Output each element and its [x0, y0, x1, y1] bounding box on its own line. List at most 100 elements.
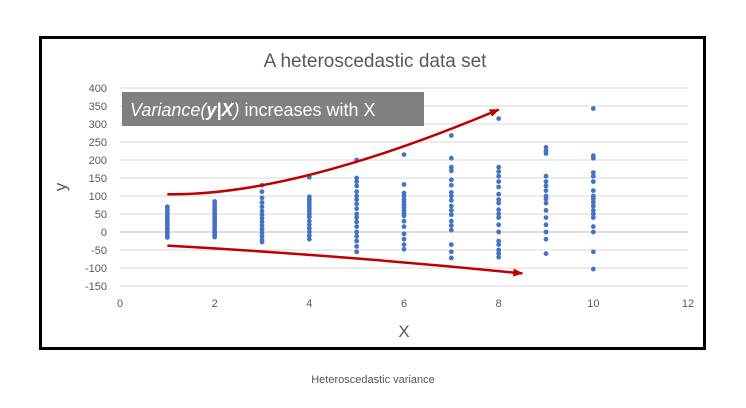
- data-point: [448, 212, 454, 218]
- data-point: [448, 193, 454, 199]
- data-point: [496, 215, 502, 221]
- data-point: [448, 155, 454, 161]
- y-tick-label: 150: [89, 173, 107, 185]
- data-point: [496, 238, 502, 244]
- envelope-arrow: [167, 108, 500, 196]
- annotation-variable: y|X: [205, 100, 234, 120]
- data-point: [259, 219, 265, 225]
- data-point: [306, 222, 312, 228]
- data-point: [496, 211, 502, 217]
- data-point: [259, 233, 265, 239]
- data-point: [543, 145, 549, 150]
- data-point: [543, 251, 549, 256]
- data-point: [496, 247, 502, 253]
- data-point: [496, 242, 502, 248]
- chart-title: A heteroscedastic data set: [264, 51, 488, 72]
- data-point: [259, 189, 265, 195]
- data-point: [448, 182, 454, 188]
- data-point: [496, 191, 502, 197]
- data-point: [354, 193, 360, 199]
- data-point: [543, 200, 549, 206]
- x-tick-label: 8: [496, 298, 502, 310]
- data-points: [164, 106, 596, 272]
- data-point: [164, 235, 170, 240]
- data-point: [590, 249, 596, 255]
- data-point: [354, 249, 360, 255]
- annotation-italic-suffix: ): [231, 100, 239, 120]
- data-point: [496, 173, 502, 179]
- data-point: [448, 177, 454, 183]
- data-point: [401, 182, 407, 187]
- data-point: [401, 246, 407, 252]
- data-point: [354, 175, 360, 181]
- data-point: [259, 208, 265, 214]
- data-point: [354, 211, 360, 217]
- x-axis-title: X: [398, 322, 409, 341]
- data-point: [259, 226, 265, 232]
- data-point: [590, 215, 596, 221]
- x-tick-label: 0: [117, 298, 123, 310]
- data-point: [543, 208, 549, 213]
- data-point: [590, 203, 596, 209]
- data-point: [354, 201, 360, 207]
- data-point: [354, 189, 360, 195]
- data-point: [448, 168, 454, 174]
- data-point: [590, 106, 596, 111]
- data-point: [590, 173, 596, 179]
- envelope-arrow: [167, 244, 524, 277]
- x-tick-labels: 0 2 4 6 8 10 12: [117, 298, 694, 310]
- data-point: [543, 222, 549, 228]
- annotation-italic-prefix: Variance(: [130, 100, 208, 120]
- y-tick-label: -150: [85, 281, 107, 293]
- data-point: [259, 239, 265, 245]
- data-point: [259, 204, 265, 210]
- data-point: [590, 229, 596, 235]
- data-point: [543, 151, 549, 156]
- data-point: [354, 179, 360, 185]
- data-point: [401, 218, 407, 224]
- data-point: [259, 195, 265, 201]
- data-point: [448, 242, 454, 248]
- data-point: [448, 197, 454, 203]
- data-point: [496, 254, 502, 260]
- data-point: [496, 179, 502, 185]
- data-point: [259, 200, 265, 205]
- variance-annotation: Variance(y|X) increases with X: [122, 92, 424, 126]
- data-point: [590, 266, 596, 272]
- data-point: [543, 196, 549, 202]
- data-point: [306, 218, 312, 224]
- y-tick-label: 100: [89, 191, 107, 203]
- data-point: [259, 230, 265, 236]
- data-point: [590, 179, 596, 185]
- data-point: [401, 231, 407, 237]
- data-point: [259, 212, 265, 218]
- x-tick-label: 10: [587, 298, 599, 310]
- data-point: [448, 133, 454, 138]
- data-point: [354, 244, 360, 249]
- data-point: [354, 183, 360, 189]
- data-point: [543, 173, 549, 179]
- y-tick-label: -50: [91, 245, 107, 257]
- data-point: [306, 214, 312, 220]
- x-tick-label: 4: [306, 298, 312, 310]
- data-point: [354, 233, 360, 239]
- data-point: [448, 218, 454, 224]
- data-point: [306, 233, 312, 239]
- data-point: [496, 169, 502, 174]
- data-point: [590, 224, 596, 230]
- y-tick-label: 50: [95, 209, 107, 221]
- data-point: [590, 200, 596, 205]
- data-point: [306, 226, 312, 231]
- y-tick-label: 200: [89, 155, 107, 167]
- data-point: [354, 229, 360, 235]
- data-point: [590, 196, 596, 202]
- data-point: [401, 224, 407, 230]
- data-point: [496, 222, 502, 228]
- data-point: [496, 207, 502, 213]
- data-point: [496, 200, 502, 206]
- data-point: [259, 223, 265, 228]
- data-point: [448, 190, 454, 195]
- data-point: [354, 206, 360, 212]
- annotation-rest: increases with X: [239, 100, 375, 120]
- data-point: [401, 213, 407, 219]
